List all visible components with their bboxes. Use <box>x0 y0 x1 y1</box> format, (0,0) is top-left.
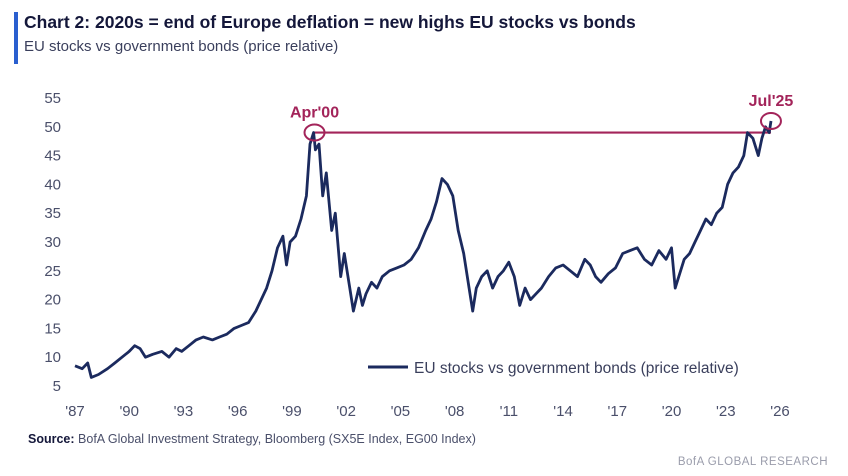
x-tick-label: '11 <box>500 403 518 420</box>
y-axis: 5 10 15 20 25 30 35 40 45 50 55 <box>44 90 61 395</box>
y-tick-label: 50 <box>44 119 61 136</box>
legend: EU stocks vs government bonds (price rel… <box>368 360 739 377</box>
y-tick-label: 55 <box>44 90 61 107</box>
annotation-label: Apr'00 <box>290 105 339 122</box>
accent-bar <box>14 12 18 64</box>
legend-label: EU stocks vs government bonds (price rel… <box>414 360 739 377</box>
y-tick-label: 40 <box>44 176 61 193</box>
y-tick-label: 25 <box>44 263 61 280</box>
x-tick-label: '14 <box>553 403 573 420</box>
x-tick-label: '26 <box>770 403 790 420</box>
series-line <box>74 120 773 379</box>
y-tick-label: 20 <box>44 292 61 309</box>
x-tick-label: '17 <box>608 403 628 420</box>
x-tick-label: '05 <box>391 403 411 420</box>
annotations: Apr'00 Jul'25 <box>290 93 794 142</box>
x-tick-label: '87 <box>65 403 85 420</box>
y-tick-label: 15 <box>44 320 61 337</box>
chart-subtitle: EU stocks vs government bonds (price rel… <box>24 38 339 55</box>
annotation-marker <box>759 112 782 131</box>
x-tick-label: '08 <box>445 403 465 420</box>
brand-label: BofA GLOBAL RESEARCH <box>677 456 828 468</box>
source-text: BofA Global Investment Strategy, Bloombe… <box>78 432 476 446</box>
x-tick-label: '20 <box>662 403 682 420</box>
x-axis: '87 '90 '93 '96 '99 '02 '05 '08 '11 '14 '17 '20 '23 '… <box>65 403 790 420</box>
x-tick-label: '93 <box>174 403 194 420</box>
annotation-marker <box>303 123 326 142</box>
source-label: Source: <box>28 432 75 446</box>
y-tick-label: 10 <box>44 349 61 366</box>
chart-title: Chart 2: 2020s = end of Europe deflation… <box>24 12 636 32</box>
x-tick-label: '96 <box>228 403 248 420</box>
annotation-label: Jul'25 <box>749 93 794 110</box>
x-tick-label: '02 <box>336 403 356 420</box>
x-tick-label: '90 <box>119 403 139 420</box>
source-note: Source: BofA Global Investment Strategy,… <box>28 432 476 446</box>
x-tick-label: '99 <box>282 403 302 420</box>
y-tick-label: 45 <box>44 148 61 165</box>
y-tick-label: 35 <box>44 205 61 222</box>
y-tick-label: 5 <box>53 378 61 395</box>
y-tick-label: 30 <box>44 234 61 251</box>
x-tick-label: '23 <box>716 403 736 420</box>
